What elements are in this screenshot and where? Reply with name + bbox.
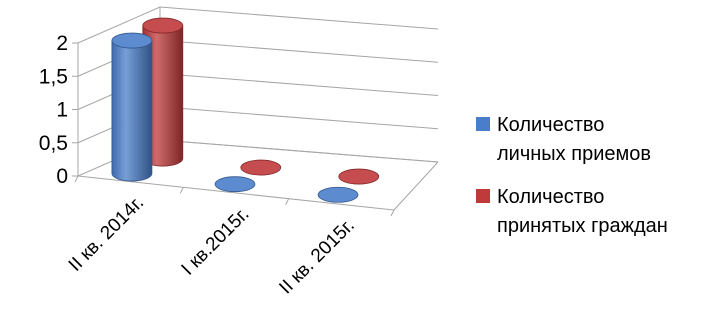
x-tick-mark [390, 209, 395, 217]
bar-1-2 [338, 168, 380, 185]
y-tick-label: 1 [56, 99, 68, 122]
legend-label: Количество [497, 114, 604, 136]
y-tick-label: 0 [56, 165, 68, 188]
legend-label: личных приемов [497, 143, 651, 165]
y-tick-label: 0,5 [39, 132, 68, 155]
legend-swatch [476, 117, 490, 131]
legend: Количество личных приемов Количество принят… [476, 114, 668, 237]
y-tick-label: 2 [56, 32, 68, 55]
x-tick-label: I кв.2015г. [178, 204, 254, 280]
bar-1-1 [240, 159, 282, 176]
x-tick-label: II кв. 2015г. [275, 215, 358, 298]
x-tick-mark [74, 175, 79, 183]
y-axis: 0 0,5 1 1,5 2 [39, 32, 78, 188]
bar-0-2 [317, 186, 359, 203]
legend-label: принятых граждан [497, 215, 668, 237]
bar-0-1 [214, 176, 256, 193]
bar-0-0 [111, 32, 153, 182]
bar-1-0 [142, 17, 184, 167]
x-tick-label: II кв. 2014г. [65, 192, 148, 275]
y-tick-label: 1,5 [39, 65, 68, 88]
legend-label: Количество [497, 186, 604, 208]
x-tick-mark [285, 198, 290, 205]
x-axis: II кв. 2014г. I кв.2015г. II кв. 2015г. [65, 192, 359, 298]
axis-edge [159, 139, 439, 163]
axis-edge [393, 161, 439, 211]
x-tick-mark [179, 187, 184, 194]
axis-edge [77, 175, 395, 211]
legend-swatch [476, 189, 490, 203]
plot-area [111, 17, 380, 203]
